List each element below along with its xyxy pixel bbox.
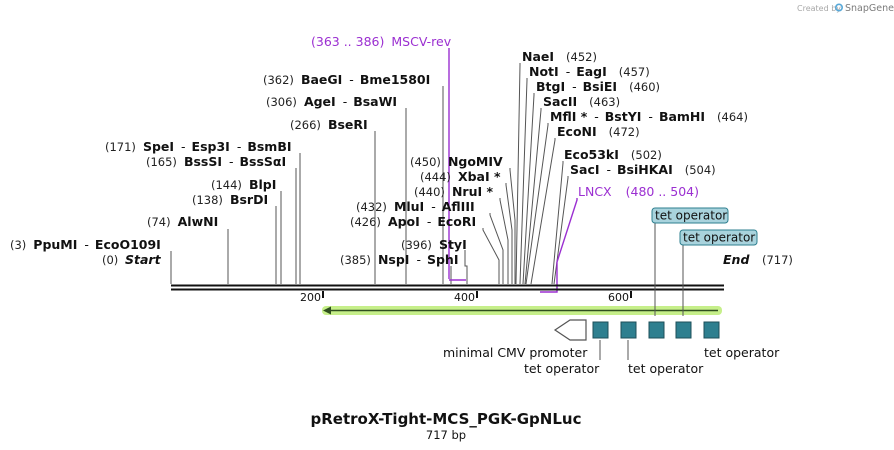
site-bsssi[interactable]: (165) BssSI - BssSαI — [146, 154, 286, 169]
site-mlui[interactable]: (432) MluI - AflIII — [356, 199, 475, 214]
leader-mfli — [525, 123, 549, 285]
tet-operator-tag-1[interactable]: tet operator — [651, 207, 729, 224]
tet-operator-box-3[interactable] — [648, 321, 665, 339]
site-saci[interactable]: SacI - BsiHKAI (504) — [570, 162, 716, 177]
map-title: pRetroX-Tight-MCS_PGK-GpNLuc — [311, 410, 582, 428]
site-btgi[interactable]: BtgI - BsiEI (460) — [536, 79, 660, 94]
site-agei[interactable]: (306) AgeI - BsaWI — [266, 94, 397, 109]
restriction-site-labels[interactable]: (3) PpuMI - EcoO109I (74) AlwNI (138) BsrDI (… — [10, 49, 748, 267]
site-bseri[interactable]: (266) BseRI — [290, 117, 368, 132]
minimal-cmv-promoter-arrow[interactable] — [553, 319, 587, 341]
tet-operator-tag-1-text: tet operator — [655, 209, 727, 223]
start-position: (0) — [102, 253, 118, 267]
leader-nrui — [499, 198, 509, 284]
primer-mscv-rev-range: (363 .. 386) — [311, 34, 384, 49]
site-noti[interactable]: NotI - EagI (457) — [529, 64, 650, 79]
site-ecori[interactable]: (426) ApoI - EcoRI — [350, 214, 476, 229]
site-ngomiv[interactable]: (450) NgoMIV — [410, 154, 503, 169]
label-tet-operator-b[interactable]: tet operator — [628, 361, 704, 376]
tet-operator-tag-2[interactable]: tet operator — [679, 229, 758, 246]
site-spei[interactable]: (171) SpeI - Esp3I - BsmBI — [105, 139, 292, 154]
leader-sacii — [524, 108, 542, 285]
site-alwni[interactable]: (74) AlwNI — [147, 214, 218, 229]
primer-leader-lines — [448, 48, 578, 293]
site-leader-lines — [170, 63, 569, 285]
site-bsrdi[interactable]: (138) BsrDI — [192, 192, 268, 207]
site-baegi[interactable]: (362) BaeGI - Bme1580I — [263, 72, 430, 87]
leader-mlui — [489, 213, 504, 284]
leader-econi — [530, 138, 556, 285]
orf-feature-arrow[interactable] — [322, 306, 722, 315]
feature-track[interactable] — [553, 319, 720, 341]
primer-mscv-rev-name: MSCV-rev — [391, 34, 451, 49]
site-nrui[interactable]: (440) NruI * — [414, 184, 493, 199]
leader-xbai — [505, 183, 513, 284]
leader-naei — [515, 63, 521, 285]
tet-operator-box-2[interactable] — [620, 321, 637, 339]
ruler-label-400: 400 — [454, 291, 475, 304]
credit-created-by: Created by — [797, 4, 841, 13]
ruler-label-600: 600 — [608, 291, 629, 304]
feature-label-lines — [599, 340, 629, 360]
site-xbai[interactable]: (444) XbaI * — [420, 169, 501, 184]
credit-brand[interactable]: SnapGene — [845, 3, 894, 14]
tet-operator-tag-2-text: tet operator — [683, 231, 755, 245]
map-length: 717 bp — [426, 428, 466, 442]
primer-mscv-rev[interactable]: (363 .. 386) MSCV-rev — [311, 34, 452, 49]
leader-ngomiv — [509, 168, 516, 284]
start-label: Start — [125, 252, 162, 267]
tet-operator-box-5[interactable] — [703, 321, 720, 339]
leader-eco53ki — [551, 161, 564, 285]
site-mfli[interactable]: MflI * - BstYI - BamHI (464) — [550, 109, 748, 124]
site-eco53ki[interactable]: Eco53kI (502) — [564, 147, 662, 162]
site-nspi[interactable]: (385) NspI - SphI — [340, 252, 458, 267]
label-tet-operator-c[interactable]: tet operator — [704, 345, 780, 360]
site-sacii[interactable]: SacII (463) — [543, 94, 620, 109]
sequence-backbone — [171, 284, 724, 291]
label-minimal-cmv-promoter[interactable]: minimal CMV promoter — [443, 345, 588, 360]
tet-operator-box-1[interactable] — [592, 321, 609, 339]
site-ppumi[interactable]: (3) PpuMI - EcoO109I — [10, 237, 161, 252]
end-label: End — [723, 252, 750, 267]
site-naei[interactable]: NaeI (452) — [522, 49, 597, 64]
tet-operator-box-4[interactable] — [675, 321, 692, 339]
site-blpi[interactable]: (144) BlpI — [211, 177, 276, 192]
leader-lncx — [540, 198, 578, 293]
site-styi[interactable]: (396) StyI — [401, 237, 467, 252]
primer-labels[interactable]: (363 .. 386) MSCV-rev LNCX (480 .. 504) — [311, 34, 699, 199]
leader-ecori — [482, 228, 500, 284]
ruler-label-200: 200 — [300, 291, 321, 304]
leader-saci — [553, 176, 569, 285]
tet-tag-lines — [654, 222, 684, 316]
leader-styi — [464, 250, 468, 284]
label-tet-operator-a[interactable]: tet operator — [524, 361, 600, 376]
primer-lncx[interactable]: LNCX (480 .. 504) — [578, 184, 699, 199]
leader-noti — [519, 78, 528, 285]
site-econi[interactable]: EcoNI (472) — [557, 124, 640, 139]
end-position: (717) — [762, 253, 793, 267]
snapgene-logo-icon — [834, 3, 843, 12]
primer-lncx-name: LNCX — [578, 184, 612, 199]
leader-btgi — [522, 93, 535, 285]
primer-lncx-range: (480 .. 504) — [626, 184, 699, 199]
ruler: 200 400 600 — [300, 291, 632, 304]
